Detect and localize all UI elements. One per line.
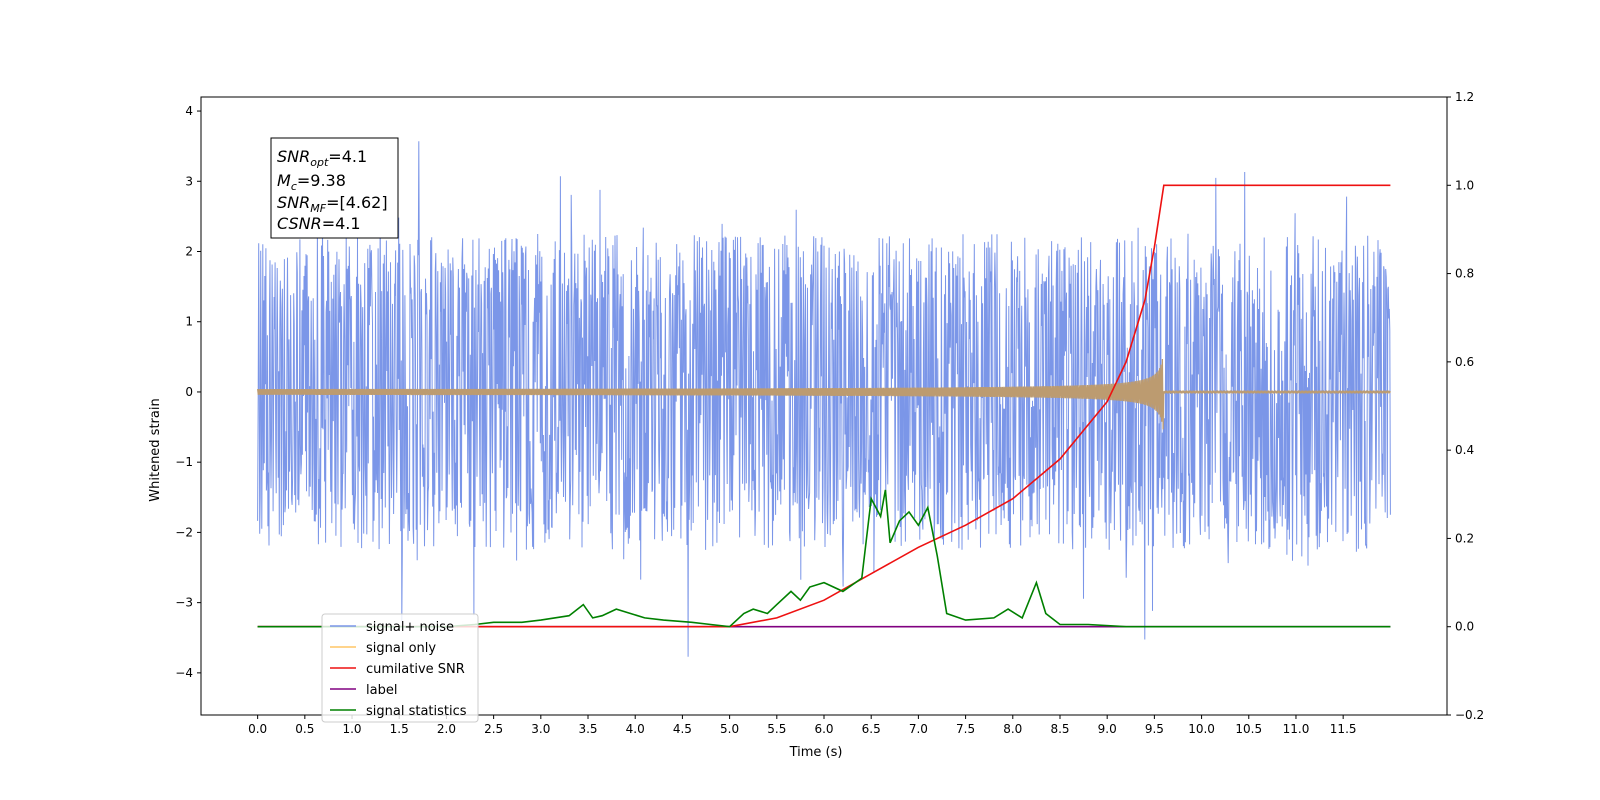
y-axis-label: Whitened strain xyxy=(148,398,163,501)
legend-label: signal statistics xyxy=(366,704,467,719)
x-tick-label: 11.0 xyxy=(1283,722,1310,736)
csnr-value: 4.1 xyxy=(335,214,360,233)
x-tick-label: 7.0 xyxy=(909,722,928,736)
x-tick-label: 0.5 xyxy=(295,722,314,736)
x-tick-label: 8.5 xyxy=(1050,722,1069,736)
chirp-mass-value: 9.38 xyxy=(310,171,346,190)
x-tick-label: 3.5 xyxy=(578,722,597,736)
legend-label: cumilative SNR xyxy=(366,662,465,677)
axes: 0.0 0.5 1.0 1.5 2.0 2.5 3.0 3.5 4.0 4.5 5.0 5.5 6.0 6… xyxy=(175,90,1484,736)
y2-tick-label: 1.2 xyxy=(1455,90,1474,104)
x-tick-label: 11.5 xyxy=(1330,722,1357,736)
y-tick-label: −2 xyxy=(175,525,193,539)
y-tick-label: 3 xyxy=(185,174,193,188)
y2-tick-label: 0.6 xyxy=(1455,355,1474,369)
legend: signal+ noise signal only cumilative SNR la… xyxy=(321,613,479,723)
x-tick-label: 5.0 xyxy=(720,722,739,736)
legend-box xyxy=(321,613,479,723)
y-tick-label: −1 xyxy=(175,455,193,469)
x-axis-label: Time (s) xyxy=(789,745,843,760)
x-tick-label: 9.5 xyxy=(1145,722,1164,736)
y-tick-label: −4 xyxy=(175,666,193,680)
y-tick-label: 0 xyxy=(185,385,193,399)
signal-only-series xyxy=(257,358,1391,430)
x-tick-label: 7.5 xyxy=(956,722,975,736)
x-tick-label: 4.5 xyxy=(673,722,692,736)
y-tick-label: 1 xyxy=(185,315,193,329)
y-tick-label: 2 xyxy=(185,245,193,259)
x-tick-label: 4.0 xyxy=(626,722,645,736)
x-tick-label: 1.0 xyxy=(342,722,361,736)
csnr-annotation: CSNR=4.1 xyxy=(277,214,361,233)
x-tick-label: 8.0 xyxy=(1003,722,1022,736)
y2-tick-label: 0.0 xyxy=(1455,620,1474,634)
x-tick-label: 2.5 xyxy=(484,722,503,736)
x-tick-label: 10.5 xyxy=(1235,722,1262,736)
legend-label: signal+ noise xyxy=(366,620,454,635)
x-tick-label: 2.0 xyxy=(437,722,456,736)
y2-tick-label: 0.4 xyxy=(1455,443,1474,457)
annotation-box: SNRopt=4.1 Mc=9.38 SNRMF=[4.62] CSNR=4.1 xyxy=(270,137,399,239)
x-tick-label: 10.0 xyxy=(1188,722,1215,736)
signal-statistics-line xyxy=(257,489,1391,628)
x-tick-label: 0.0 xyxy=(248,722,267,736)
y-tick-label: −3 xyxy=(175,596,193,610)
x-tick-label: 1.5 xyxy=(390,722,409,736)
y-tick-label: 4 xyxy=(185,104,193,118)
legend-label: label xyxy=(366,683,397,698)
snr-opt-value: 4.1 xyxy=(342,147,367,166)
x-tick-label: 6.5 xyxy=(862,722,881,736)
x-tick-label: 5.5 xyxy=(767,722,786,736)
y2-tick-label: 0.8 xyxy=(1455,267,1474,281)
snr-mf-value: [4.62] xyxy=(339,193,387,212)
y2-tick-label: −0.2 xyxy=(1455,708,1484,722)
snr-opt-annotation: SNRopt=4.1 xyxy=(277,147,367,169)
y2-tick-label: 0.2 xyxy=(1455,531,1474,545)
legend-label: signal only xyxy=(366,641,436,656)
y2-tick-label: 1.0 xyxy=(1455,178,1474,192)
noise-series xyxy=(257,141,1391,657)
x-tick-label: 3.0 xyxy=(531,722,550,736)
cumilative-snr-line xyxy=(257,184,1391,628)
signal-only-line xyxy=(257,358,1391,430)
snr-mf-annotation: SNRMF=[4.62] xyxy=(277,193,388,215)
chirp-mass-annotation: Mc=9.38 xyxy=(277,171,346,193)
x-tick-label: 9.0 xyxy=(1098,722,1117,736)
x-tick-label: 6.0 xyxy=(814,722,833,736)
signal-plus-noise-line xyxy=(257,141,1391,657)
